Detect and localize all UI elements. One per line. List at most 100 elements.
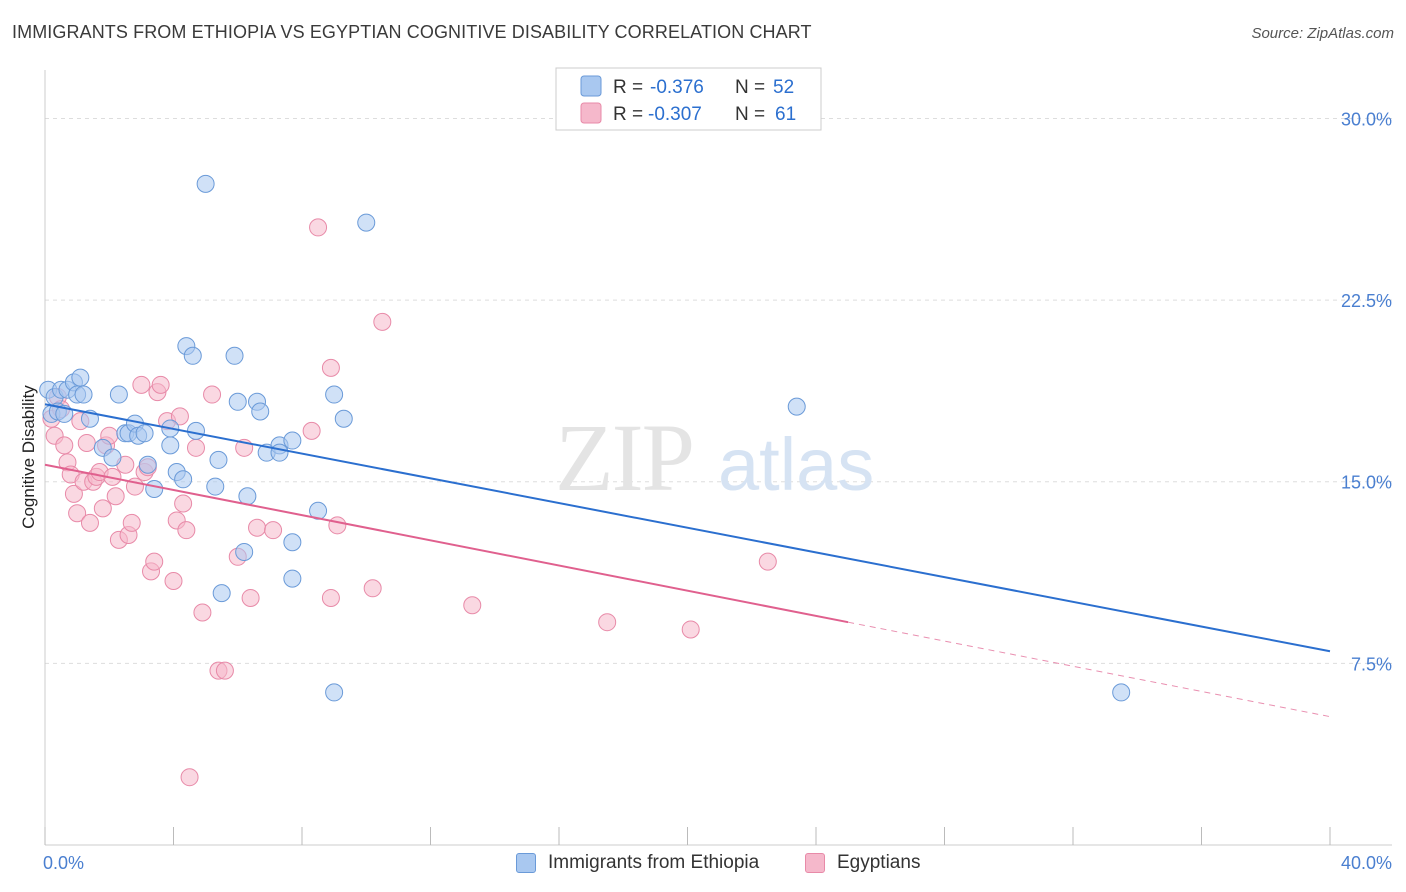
ethiopia-point: [196, 174, 215, 193]
egyptians-point: [241, 588, 260, 607]
grid-lines: [45, 117, 1392, 664]
egyptians-point: [203, 385, 222, 404]
ethiopia-point: [109, 385, 128, 404]
ethiopia-point: [251, 402, 270, 421]
egyptians-point: [186, 438, 205, 457]
egyptians-point: [373, 312, 392, 331]
tick-labels: 7.5% 15.0% 22.5% 30.0% 0.0% 40.0%: [43, 109, 1392, 873]
legend-n-value-2: 61: [775, 104, 796, 125]
bottom-legend-item-egyptians: Egyptians: [805, 852, 920, 874]
egyptians-point: [151, 375, 170, 394]
egyptians-point: [598, 613, 617, 632]
legend-swatch-blue: [580, 75, 602, 97]
ethiopia-point: [183, 346, 202, 365]
axes: [44, 70, 1392, 846]
bottom-legend-swatch-pink: [805, 853, 825, 873]
bottom-legend: Immigrants from Ethiopia Egyptians: [0, 852, 1406, 878]
egyptians-point: [463, 596, 482, 615]
ethiopia-point: [209, 450, 228, 469]
legend-n-value-1: 52: [773, 77, 794, 98]
bottom-legend-item-ethiopia: Immigrants from Ethiopia: [516, 852, 759, 874]
ethiopia-point: [334, 409, 353, 428]
egyptians-point: [681, 620, 700, 639]
watermark: ZIP atlas: [555, 404, 874, 511]
ethiopia-point: [238, 487, 257, 506]
ethiopia-point: [283, 569, 302, 588]
legend-n-label-1: N =: [735, 77, 765, 98]
y-axis-label: Cognitive Disability: [19, 385, 38, 529]
egyptians-point: [170, 407, 189, 426]
y-tick-label-1: 15.0%: [1341, 473, 1392, 493]
y-tick-label-3: 30.0%: [1341, 109, 1392, 129]
legend-box: R = -0.376 N = 52 R = -0.307 N = 61: [555, 67, 822, 131]
bottom-legend-label-ethiopia: Immigrants from Ethiopia: [548, 852, 760, 873]
egyptians-trend-line: [44, 463, 849, 624]
bottom-legend-label-egyptians: Egyptians: [837, 852, 921, 873]
ethiopia-point: [212, 584, 231, 603]
egyptians-point: [215, 661, 234, 680]
ethiopia-point: [1112, 683, 1131, 702]
egyptians-point: [193, 603, 212, 622]
egyptians-point: [363, 579, 382, 598]
ethiopia-point: [270, 443, 289, 462]
ethiopia-point: [186, 421, 205, 440]
ethiopia-point: [235, 542, 254, 561]
ethiopia-point: [135, 424, 154, 443]
egyptians-point: [132, 375, 151, 394]
egyptians-point: [180, 768, 199, 787]
egyptians-point: [164, 572, 183, 591]
egyptians-point: [93, 499, 112, 518]
egyptians-point: [264, 521, 283, 540]
ethiopia-point: [787, 397, 806, 416]
ethiopia-point: [74, 385, 93, 404]
egyptians-point: [302, 421, 321, 440]
legend-r-value-2: -0.307: [648, 104, 702, 125]
ethiopia-point: [225, 346, 244, 365]
chart-title: IMMIGRANTS FROM ETHIOPIA VS EGYPTIAN COG…: [12, 22, 812, 42]
egyptians-point: [80, 513, 99, 532]
egyptians-point: [122, 513, 141, 532]
y-tick-label-0: 7.5%: [1351, 654, 1392, 674]
egyptians-point: [177, 521, 196, 540]
egyptians-point: [68, 504, 87, 523]
watermark-zip: ZIP: [555, 404, 693, 511]
legend-swatch-pink: [580, 102, 602, 124]
egyptians-point: [77, 433, 96, 452]
ethiopia-point: [228, 392, 247, 411]
ethiopia-point: [357, 213, 376, 232]
egyptians-point: [321, 588, 340, 607]
egyptians-point: [328, 516, 347, 535]
egyptians-point: [174, 494, 193, 513]
source-label: Source: ZipAtlas.com: [1251, 25, 1394, 42]
ethiopia-point: [145, 479, 164, 498]
ethiopia-point: [283, 533, 302, 552]
egyptians-point: [55, 436, 74, 455]
ethiopia-point: [161, 436, 180, 455]
legend-n-label-2: N =: [735, 104, 765, 125]
watermark-atlas: atlas: [718, 423, 874, 506]
ethiopia-point: [283, 431, 302, 450]
egyptians-point: [106, 487, 125, 506]
legend-r-label-1: R =: [613, 77, 643, 98]
egyptians-trend-extension: [848, 621, 1331, 718]
ethiopia-point: [138, 455, 157, 474]
egyptians-point: [64, 484, 83, 503]
ethiopia-point: [71, 368, 90, 387]
ethiopia-point: [325, 683, 344, 702]
ethiopia-point: [174, 470, 193, 489]
x-tick-label-1: 40.0%: [1341, 853, 1392, 873]
ethiopia-point: [103, 448, 122, 467]
legend-r-value-1: -0.376: [650, 77, 704, 98]
egyptians-point: [248, 518, 267, 537]
egyptians-point: [145, 552, 164, 571]
x-tick-label-0: 0.0%: [43, 853, 84, 873]
bottom-legend-swatch-blue: [516, 853, 536, 873]
ethiopia-trend-line: [44, 403, 1331, 653]
egyptians-point: [758, 552, 777, 571]
y-tick-label-2: 22.5%: [1341, 291, 1392, 311]
egyptians-point: [309, 218, 328, 237]
legend-r-label-2: R =: [613, 104, 643, 125]
ethiopia-point: [325, 385, 344, 404]
trend-lines: [44, 403, 1331, 718]
